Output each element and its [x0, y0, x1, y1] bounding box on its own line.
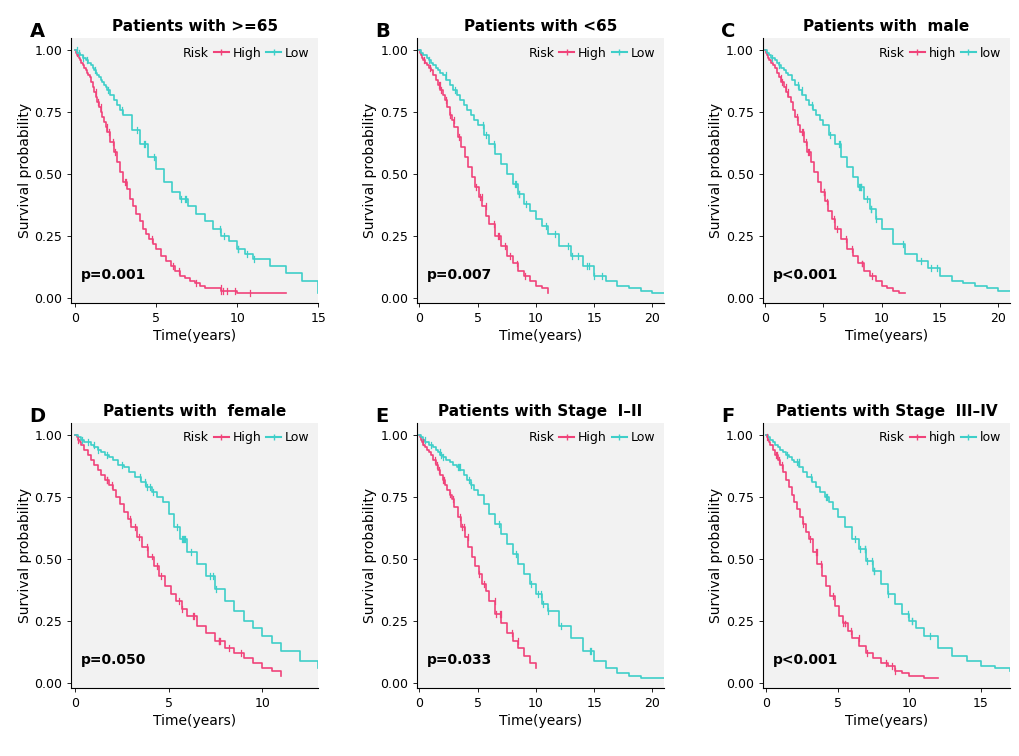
Text: p=0.033: p=0.033	[427, 652, 492, 667]
Text: D: D	[30, 407, 46, 426]
Legend: Risk, High, Low: Risk, High, Low	[506, 44, 657, 62]
Legend: Risk, high, low: Risk, high, low	[857, 44, 1003, 62]
Y-axis label: Survival probability: Survival probability	[17, 103, 32, 238]
Legend: Risk, High, Low: Risk, High, Low	[161, 44, 312, 62]
Text: B: B	[375, 22, 389, 41]
Text: A: A	[30, 22, 45, 41]
X-axis label: Time(years): Time(years)	[844, 330, 927, 343]
Text: E: E	[375, 407, 388, 426]
Title: Patients with Stage  I–II: Patients with Stage I–II	[438, 404, 642, 419]
Legend: Risk, High, Low: Risk, High, Low	[161, 429, 312, 447]
Y-axis label: Survival probability: Survival probability	[708, 488, 722, 623]
X-axis label: Time(years): Time(years)	[498, 330, 582, 343]
Y-axis label: Survival probability: Survival probability	[708, 103, 722, 238]
Title: Patients with  male: Patients with male	[802, 19, 968, 34]
X-axis label: Time(years): Time(years)	[153, 714, 236, 728]
Title: Patients with <65: Patients with <65	[464, 19, 616, 34]
Text: p=0.001: p=0.001	[82, 268, 147, 282]
Y-axis label: Survival probability: Survival probability	[363, 488, 377, 623]
Y-axis label: Survival probability: Survival probability	[17, 488, 32, 623]
X-axis label: Time(years): Time(years)	[498, 714, 582, 728]
Text: p<0.001: p<0.001	[772, 652, 838, 667]
Title: Patients with  female: Patients with female	[103, 404, 286, 419]
Text: p=0.007: p=0.007	[427, 268, 492, 282]
Text: p<0.001: p<0.001	[772, 268, 838, 282]
Y-axis label: Survival probability: Survival probability	[363, 103, 377, 238]
Title: Patients with >=65: Patients with >=65	[112, 19, 277, 34]
X-axis label: Time(years): Time(years)	[844, 714, 927, 728]
Legend: Risk, high, low: Risk, high, low	[857, 429, 1003, 447]
Title: Patients with Stage  III–IV: Patients with Stage III–IV	[774, 404, 997, 419]
Text: C: C	[720, 22, 735, 41]
Legend: Risk, High, Low: Risk, High, Low	[506, 429, 657, 447]
Text: F: F	[720, 407, 734, 426]
Text: p=0.050: p=0.050	[82, 652, 147, 667]
X-axis label: Time(years): Time(years)	[153, 330, 236, 343]
